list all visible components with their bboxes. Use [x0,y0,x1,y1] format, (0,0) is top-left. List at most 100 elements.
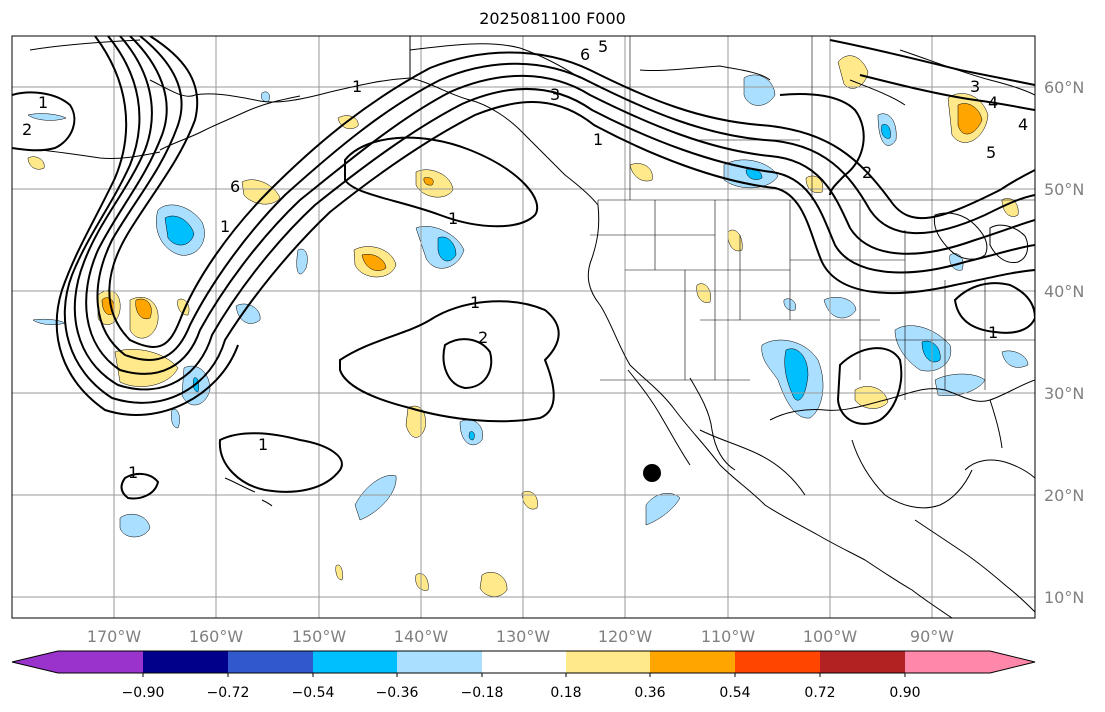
contour-label: 1 [128,463,138,482]
shade-negative-strong [921,340,941,363]
colorbar-ticks: −0.90 −0.72 −0.54 −0.36 −0.18 0.18 0.36 … [122,685,921,701]
colorbar-segment [820,651,905,673]
shade-positive-strong [361,254,387,271]
map-frame [11,35,1036,619]
lon-label: 90°W [910,627,954,646]
shade-positive [854,386,889,409]
longitude-labels: 170°W 160°W 150°W 140°W 130°W 120°W 110°… [87,627,954,646]
contour-label: 1 [470,293,480,312]
map-plot-area: 1 2 6 5 4 3 2 1 1 2 1 1 6 5 4 3 1 1 1 1 [12,36,1035,618]
colorbar [11,650,1036,677]
shade-negative [645,493,681,526]
colorbar-extend-low [12,651,58,673]
colorbar-segment [397,651,482,673]
lon-label: 160°W [189,627,244,646]
contour-label: 2 [862,163,872,182]
shade-positive-strong [957,103,983,135]
colorbar-segment [482,651,566,673]
colorbar-segment [905,651,990,673]
shade-negative [354,475,397,521]
colorbar-segment [143,651,228,673]
contour-label: 1 [352,77,362,96]
shade-positive [241,179,281,205]
colorbar-tick-label: 0.36 [634,685,665,701]
colorbar-tick-label: 0.18 [550,685,581,701]
contour-label: 1 [38,93,48,112]
contour-label: 6 [580,45,590,64]
lon-label: 120°W [598,627,653,646]
lon-label: 140°W [394,627,449,646]
shaded-anomalies [27,55,1029,597]
shade-negative-strong [784,348,809,401]
contour-label: 1 [448,209,458,228]
shade-negative-strong [164,215,195,246]
contour-label: 4 [988,93,998,112]
shade-positive-strong [423,177,434,186]
shade-negative [27,113,67,121]
contour-label: 2 [22,120,32,139]
colorbar-tick-label: 0.54 [719,685,750,701]
shade-positive [1001,198,1019,217]
colorbar-segment [650,651,735,673]
contour-label: 1 [988,323,998,342]
lat-label: 10°N [1044,588,1084,607]
shade-positive [696,283,711,303]
shade-negative [119,513,151,538]
colorbar-tick-label: 0.72 [804,685,835,701]
shade-negative [171,408,180,429]
lon-label: 100°W [803,627,858,646]
colorbar-tick-label: −0.72 [207,685,250,701]
shade-positive [335,564,343,581]
colorbar-tick-label: 0.90 [889,685,920,701]
lat-label: 20°N [1044,486,1084,505]
shade-positive [479,572,508,597]
contour-label: 5 [598,37,608,56]
contour-label: 3 [970,77,980,96]
contour-label: 4 [1018,115,1028,134]
contour-label: 2 [478,328,488,347]
shade-positive [727,229,743,252]
shade-positive [629,163,653,182]
colorbar-tick-label: −0.36 [376,685,419,701]
colorbar-segment [735,651,820,673]
shade-positive [805,175,824,193]
colorbar-tick-label: −0.54 [292,685,335,701]
contours [12,36,1035,500]
contour-label: 5 [986,143,996,162]
colorbar-segment [228,651,313,673]
shade-positive [521,491,538,510]
lon-label: 170°W [87,627,142,646]
lat-label: 30°N [1044,384,1084,403]
lon-label: 110°W [701,627,756,646]
shade-negative [1001,350,1029,368]
shade-negative [823,297,857,319]
location-marker [643,464,661,482]
contour-label: 6 [230,177,240,196]
contour-label: 1 [258,435,268,454]
lon-label: 130°W [496,627,551,646]
colorbar-segment [566,651,650,673]
lon-label: 150°W [292,627,347,646]
colorbar-extend-high [990,651,1035,673]
shade-positive [837,55,869,89]
map-title: 2025081100 F000 [479,9,626,28]
contour-label: 3 [550,85,560,104]
shade-positive-strong [135,298,152,320]
shade-negative-strong [437,236,457,262]
shade-negative [743,74,776,106]
lat-label: 40°N [1044,282,1084,301]
contour-label: 1 [220,217,230,236]
colorbar-segment [313,651,397,673]
lat-label: 60°N [1044,78,1084,97]
shade-positive [27,156,45,170]
colorbar-tick-label: −0.18 [461,685,504,701]
lat-label: 50°N [1044,180,1084,199]
latitude-labels: 60°N 50°N 40°N 30°N 20°N 10°N [1044,78,1084,607]
colorbar-tick-label: −0.90 [122,685,165,701]
shade-negative [296,248,308,275]
graticule [12,36,1035,618]
shade-negative-strong [468,431,475,441]
shade-negative-strong [881,124,891,139]
contour-label: 1 [593,130,603,149]
